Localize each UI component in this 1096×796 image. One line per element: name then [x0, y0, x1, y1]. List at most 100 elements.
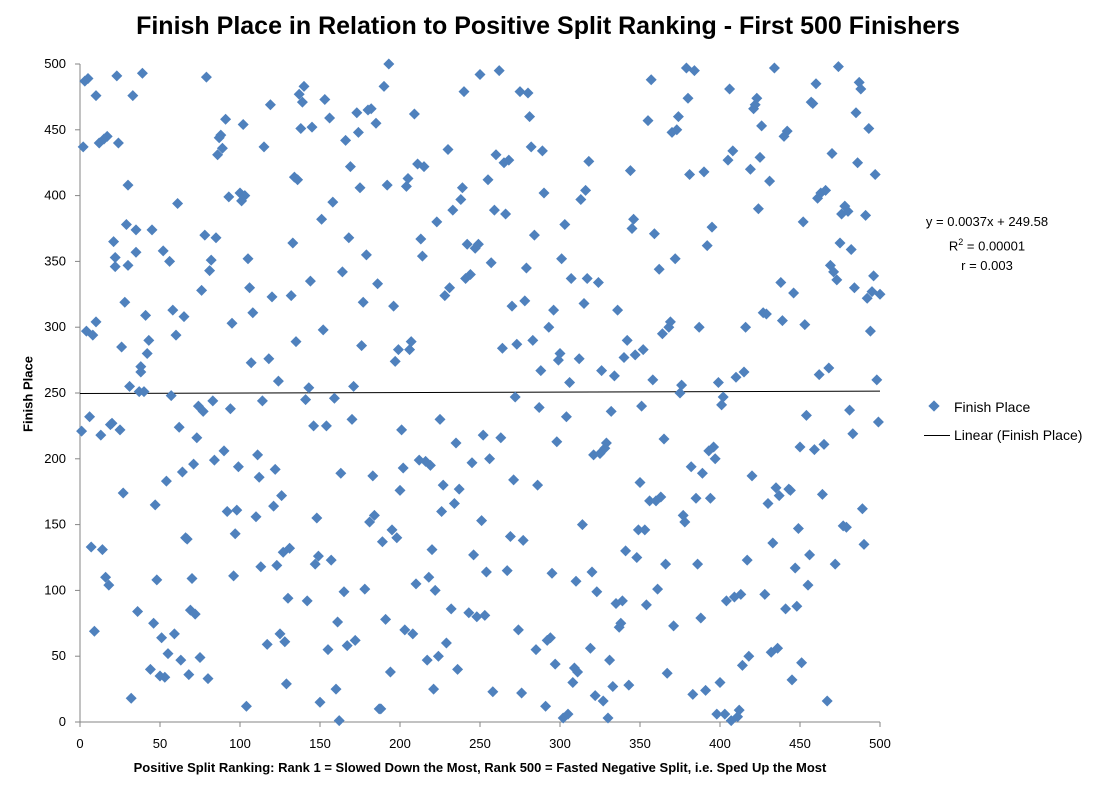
data-point — [813, 369, 825, 381]
data-point — [607, 680, 619, 692]
data-point — [823, 362, 835, 374]
data-point — [564, 376, 576, 388]
data-point — [396, 424, 408, 436]
data-point — [712, 376, 724, 388]
data-point — [157, 245, 169, 257]
data-point — [205, 254, 217, 266]
data-point — [724, 83, 736, 95]
data-point — [490, 149, 502, 161]
data-point — [576, 519, 588, 531]
data-point — [652, 583, 664, 595]
data-point — [229, 528, 241, 540]
data-point — [424, 459, 436, 471]
data-point — [170, 329, 182, 341]
data-point — [391, 532, 403, 544]
data-point — [796, 657, 808, 669]
data-point — [759, 588, 771, 600]
data-point — [356, 340, 368, 352]
data-point — [141, 348, 153, 360]
data-point — [383, 58, 395, 70]
data-point — [357, 296, 369, 308]
data-point — [207, 395, 219, 407]
data-point — [562, 708, 574, 720]
data-point — [570, 575, 582, 587]
data-point — [218, 445, 230, 457]
data-point — [572, 666, 584, 678]
data-point — [250, 511, 262, 523]
data-point — [87, 329, 99, 341]
data-point — [626, 223, 638, 234]
data-point — [455, 194, 467, 206]
y-tick-label: 250 — [44, 385, 66, 400]
data-point — [224, 403, 236, 415]
data-point — [365, 103, 377, 115]
y-tick-label: 100 — [44, 582, 66, 597]
data-point — [578, 298, 590, 310]
data-point — [397, 462, 409, 474]
data-point — [84, 411, 96, 423]
data-point — [682, 92, 694, 104]
data-point — [165, 390, 177, 402]
data-point — [432, 650, 444, 662]
data-point — [538, 187, 550, 199]
data-point — [196, 284, 208, 296]
data-point — [256, 395, 268, 407]
data-point — [252, 449, 264, 461]
data-point — [263, 353, 275, 365]
data-point — [516, 687, 528, 699]
data-point — [604, 654, 616, 666]
data-point — [264, 99, 276, 111]
data-point — [208, 454, 220, 466]
data-point — [628, 213, 640, 225]
data-point — [109, 261, 121, 273]
legend-item-linear: Linear (Finish Place) — [924, 424, 1082, 446]
x-tick-label: 50 — [153, 736, 167, 751]
data-point — [762, 498, 774, 510]
data-point — [664, 316, 676, 328]
data-point — [645, 74, 657, 86]
data-point — [404, 344, 416, 356]
data-point — [349, 634, 361, 646]
data-point — [840, 521, 852, 533]
data-point — [616, 595, 628, 607]
data-point — [386, 524, 398, 536]
data-point — [464, 269, 476, 281]
data-point — [580, 184, 592, 196]
data-point — [474, 69, 486, 81]
data-point — [684, 169, 696, 181]
data-point — [333, 715, 345, 727]
data-point — [575, 194, 587, 206]
data-point — [874, 288, 886, 300]
data-point — [621, 334, 633, 346]
data-point — [738, 366, 750, 378]
data-point — [255, 561, 267, 573]
x-tick-label: 500 — [869, 736, 891, 751]
data-point — [261, 638, 273, 650]
data-point — [775, 276, 787, 288]
data-point — [103, 579, 115, 591]
data-point — [453, 483, 465, 495]
data-point — [108, 236, 120, 248]
data-point — [549, 658, 561, 670]
data-point — [501, 565, 513, 577]
trendline — [79, 390, 881, 395]
data-point — [95, 429, 107, 441]
data-point — [335, 467, 347, 479]
data-point — [132, 605, 144, 617]
data-point — [82, 72, 94, 84]
data-point — [624, 165, 636, 177]
data-point — [722, 154, 734, 166]
data-point — [820, 184, 832, 196]
data-point — [511, 338, 523, 350]
data-point — [834, 237, 846, 249]
data-point — [336, 266, 348, 278]
data-point — [111, 70, 123, 82]
data-point — [466, 457, 478, 469]
data-point — [442, 144, 454, 156]
y-tick-label: 150 — [44, 517, 66, 532]
data-point — [327, 196, 339, 208]
data-point — [512, 624, 524, 636]
data-point — [804, 549, 816, 561]
data-point — [324, 112, 336, 124]
data-point — [461, 238, 473, 250]
